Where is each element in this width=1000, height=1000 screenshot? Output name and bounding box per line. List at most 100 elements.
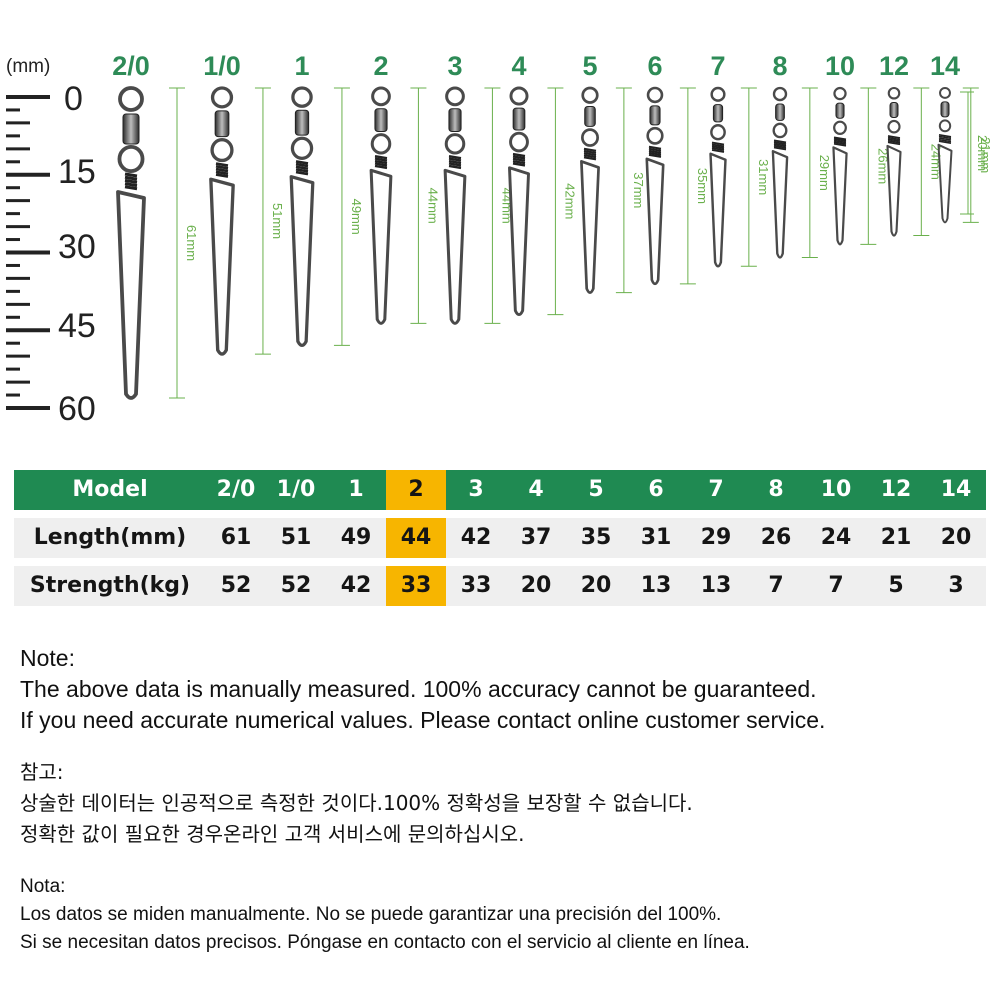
length-cell: 49 [340,525,372,550]
dimension-bracket: 29mm [801,87,832,259]
dimension-label: 21mm [978,137,993,173]
length-cell: 35 [580,525,612,550]
swivel-ring [938,119,952,133]
model-cell: 1 [348,477,364,502]
note-korean: 참고: 상술한 데이터는 인공적으로 측정한 것이다.100% 정확성을 보장할… [20,757,693,850]
swivel-ring [710,124,726,141]
swivel-snap-clip [369,168,393,325]
swivel-ring [772,122,788,139]
swivel-eye [581,86,599,104]
swivel-eye [887,86,901,100]
swivel-barrel [374,108,388,132]
model-cell: 3 [468,477,484,502]
model-cell: 12 [880,477,912,502]
size-label-12: 12 [879,51,909,81]
swivel-coil [583,147,597,161]
swivel-snap-clip [832,146,848,246]
dimension-label: 35mm [695,168,710,204]
model-cell: 2/0 [216,477,256,502]
model-header: Model [72,477,148,502]
note-line: The above data is manually measured. 100… [20,676,817,702]
model-cell: 4 [528,477,544,502]
note-title: 참고: [20,760,64,784]
length-cell: 21 [880,525,912,550]
strength-cell: 33 [460,573,492,598]
dimension-bracket: 35mm [679,87,710,285]
size-label-14: 14 [930,51,960,81]
swivel-snap-5 [508,86,530,317]
size-label-8: 8 [772,51,787,81]
strength-header: Strength(kg) [29,573,191,598]
swivel-barrel [512,107,526,131]
swivel-snap-0 [116,86,146,400]
swivel-snap-clip [771,150,789,259]
swivel-eye [772,86,788,102]
swivel-snap-1 [209,86,235,356]
note-line: 정확한 값이 필요한 경우온라인 고객 서비스에 문의하십시오. [20,822,525,846]
ruler-mark-30: 30 [58,228,96,266]
swivel-ring [646,126,664,145]
ruler-mark-45: 45 [58,307,96,345]
ruler-ticks [6,95,50,410]
dimension-label: 44mm [425,188,440,224]
swivel-coil [215,162,229,178]
swivel-barrel [649,105,661,126]
model-cell: 7 [708,477,724,502]
strength-cell: 20 [580,573,612,598]
swivel-size-illustration: (mm) 0 15 30 45 60 2/0 1/0 1 2 3 4 5 6 7… [6,51,993,428]
swivel-barrel [775,103,785,121]
dimension-bracket: 37mm [615,87,646,294]
model-cell: 5 [588,477,604,502]
length-cell: 31 [640,525,672,550]
swivel-barrel [448,108,462,132]
swivel-snap-clip [645,157,665,286]
swivel-barrel [889,101,899,118]
note-line: 상술한 데이터는 인공적으로 측정한 것이다.100% 정확성을 보장할 수 없… [20,791,693,815]
swivel-eye [509,86,529,106]
model-row: Model 2/0 1/0 1 2 3 4 5 6 7 8 10 12 14 [14,470,986,510]
strength-cell: 42 [340,573,372,598]
length-cell: 61 [220,525,252,550]
swivel-coil [833,136,847,147]
swivel-snap-clip [937,143,953,224]
ruler-mark-15: 15 [58,153,96,191]
size-label-2: 2 [373,51,388,81]
swivel-ring [581,128,599,147]
strength-cell: 7 [768,573,784,598]
swivel-barrel [712,104,724,123]
note-spanish: Nota: Los datos se miden manualmente. No… [20,873,750,957]
swivel-ring [444,133,466,155]
swivel-eye [710,86,726,102]
ruler-mark-60: 60 [58,390,96,428]
length-cell: 20 [940,525,972,550]
swivel-snap-9 [771,86,789,259]
swivel-ring [833,120,847,135]
swivel-eye [833,86,847,101]
swivel-snap-8 [709,86,727,268]
swivel-ring [117,144,145,173]
swivel-coil [938,134,952,144]
swivel-coil [448,154,462,170]
swivel-eye [646,86,664,104]
strength-cell: 3 [948,573,964,598]
swivel-barrel [584,106,596,127]
size-label-10: 10 [825,51,855,81]
strength-cell: 7 [828,573,844,598]
dimension-label: 31mm [756,159,771,195]
model-cell: 6 [648,477,664,502]
length-cell: 24 [820,525,852,550]
swivel-barrel [835,102,845,119]
swivel-coil [887,135,901,146]
dimension-label: 51mm [270,203,285,239]
swivel-ring [210,138,234,163]
dimension-bracket: 61mm [169,87,199,399]
length-cell: 37 [520,525,552,550]
swivel-ring [887,119,901,134]
model-cell-highlighted: 2 [386,470,446,510]
size-label-5: 5 [582,51,597,81]
swivel-coil [648,145,662,158]
note-english: Note: The above data is manually measure… [20,643,825,736]
swivel-snap-10 [832,86,848,246]
swivel-barrel [214,110,230,138]
